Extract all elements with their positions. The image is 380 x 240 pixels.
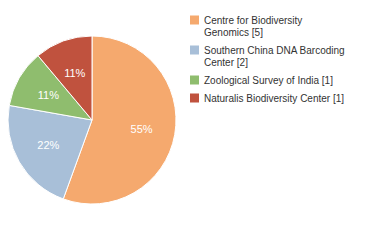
- slice-labels: 55% 22% 11% 11%: [37, 67, 153, 152]
- legend-label: Zoological Survey of India [1]: [204, 75, 333, 86]
- chart: 55% 22% 11% 11% Centre for BiodiversityGenom…: [0, 0, 380, 240]
- legend-swatch: [190, 76, 199, 85]
- legend-label: Southern China DNA BarcodingCenter [2]: [204, 45, 345, 68]
- legend-swatch: [190, 46, 199, 55]
- data-label: 11%: [64, 67, 85, 79]
- pie-slice: [38, 36, 92, 120]
- data-label: 22%: [37, 139, 59, 151]
- pie-slice: [8, 105, 92, 199]
- legend-label: Centre for BiodiversityGenomics [5]: [204, 15, 302, 38]
- data-label: 11%: [38, 89, 59, 101]
- legend-swatch: [190, 16, 199, 25]
- pie: [8, 36, 176, 204]
- legend-swatch: [190, 94, 199, 103]
- legend-label: Naturalis Biodiversity Center [1]: [204, 93, 344, 104]
- data-label: 55%: [131, 123, 153, 135]
- legend: Centre for BiodiversityGenomics [5] South…: [190, 15, 345, 104]
